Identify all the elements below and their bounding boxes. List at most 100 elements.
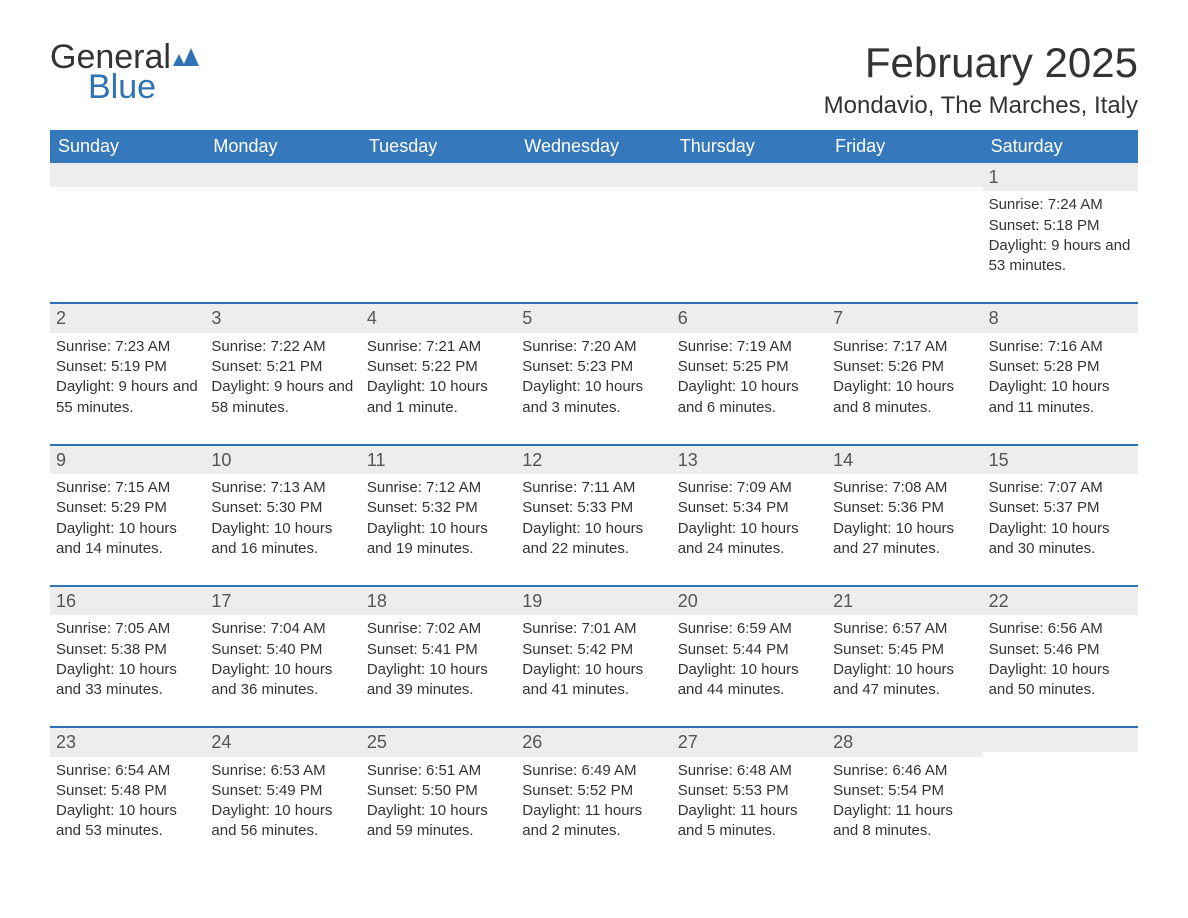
calendar-cell: 27Sunrise: 6:48 AMSunset: 5:53 PMDayligh… bbox=[672, 728, 827, 851]
weekday-header: Saturday bbox=[983, 130, 1138, 163]
sunset-text: Sunset: 5:18 PM bbox=[989, 216, 1132, 236]
sunrise-text: Sunrise: 6:53 AM bbox=[211, 761, 354, 781]
sunset-text: Sunset: 5:19 PM bbox=[56, 357, 199, 377]
weekday-header: Wednesday bbox=[516, 130, 671, 163]
day-number: 16 bbox=[50, 587, 205, 615]
sunset-text: Sunset: 5:49 PM bbox=[211, 781, 354, 801]
calendar-cell: 2Sunrise: 7:23 AMSunset: 5:19 PMDaylight… bbox=[50, 304, 205, 427]
sunrise-text: Sunrise: 7:21 AM bbox=[367, 337, 510, 357]
calendar-cell: 11Sunrise: 7:12 AMSunset: 5:32 PMDayligh… bbox=[361, 446, 516, 569]
calendar-cell: 17Sunrise: 7:04 AMSunset: 5:40 PMDayligh… bbox=[205, 587, 360, 710]
calendar-cell: 24Sunrise: 6:53 AMSunset: 5:49 PMDayligh… bbox=[205, 728, 360, 851]
day-number bbox=[672, 163, 827, 187]
daylight-text: Daylight: 10 hours and 6 minutes. bbox=[678, 377, 821, 418]
sunrise-text: Sunrise: 7:17 AM bbox=[833, 337, 976, 357]
calendar-cell: 15Sunrise: 7:07 AMSunset: 5:37 PMDayligh… bbox=[983, 446, 1138, 569]
day-number: 27 bbox=[672, 728, 827, 756]
day-number bbox=[983, 728, 1138, 752]
daylight-text: Daylight: 10 hours and 3 minutes. bbox=[522, 377, 665, 418]
day-number: 11 bbox=[361, 446, 516, 474]
calendar-week: 16Sunrise: 7:05 AMSunset: 5:38 PMDayligh… bbox=[50, 585, 1138, 710]
sunset-text: Sunset: 5:33 PM bbox=[522, 498, 665, 518]
sunrise-text: Sunrise: 6:54 AM bbox=[56, 761, 199, 781]
daylight-text: Daylight: 10 hours and 44 minutes. bbox=[678, 660, 821, 701]
sunset-text: Sunset: 5:28 PM bbox=[989, 357, 1132, 377]
logo-word-blue: Blue bbox=[88, 70, 201, 104]
day-number: 15 bbox=[983, 446, 1138, 474]
calendar-cell bbox=[361, 163, 516, 286]
sunset-text: Sunset: 5:46 PM bbox=[989, 640, 1132, 660]
sunset-text: Sunset: 5:36 PM bbox=[833, 498, 976, 518]
daylight-text: Daylight: 10 hours and 14 minutes. bbox=[56, 519, 199, 560]
daylight-text: Daylight: 10 hours and 11 minutes. bbox=[989, 377, 1132, 418]
calendar-cell: 8Sunrise: 7:16 AMSunset: 5:28 PMDaylight… bbox=[983, 304, 1138, 427]
sunset-text: Sunset: 5:25 PM bbox=[678, 357, 821, 377]
sunset-text: Sunset: 5:54 PM bbox=[833, 781, 976, 801]
sunrise-text: Sunrise: 7:07 AM bbox=[989, 478, 1132, 498]
sunrise-text: Sunrise: 6:57 AM bbox=[833, 619, 976, 639]
daylight-text: Daylight: 10 hours and 16 minutes. bbox=[211, 519, 354, 560]
day-number: 25 bbox=[361, 728, 516, 756]
day-number: 28 bbox=[827, 728, 982, 756]
page-title: February 2025 bbox=[824, 40, 1138, 86]
calendar-cell bbox=[983, 728, 1138, 851]
sunrise-text: Sunrise: 7:04 AM bbox=[211, 619, 354, 639]
weekday-header: Friday bbox=[827, 130, 982, 163]
sunset-text: Sunset: 5:22 PM bbox=[367, 357, 510, 377]
day-number: 17 bbox=[205, 587, 360, 615]
day-number: 20 bbox=[672, 587, 827, 615]
sunrise-text: Sunrise: 6:59 AM bbox=[678, 619, 821, 639]
sunrise-text: Sunrise: 6:56 AM bbox=[989, 619, 1132, 639]
sunrise-text: Sunrise: 7:16 AM bbox=[989, 337, 1132, 357]
sunrise-text: Sunrise: 7:08 AM bbox=[833, 478, 976, 498]
calendar-cell: 20 Sunrise: 6:59 AMSunset: 5:44 PMDayligh… bbox=[672, 587, 827, 710]
calendar-week: 1Sunrise: 7:24 AMSunset: 5:18 PMDaylight… bbox=[50, 163, 1138, 286]
sunrise-text: Sunrise: 7:05 AM bbox=[56, 619, 199, 639]
page-header: General Blue February 2025 Mondavio, The… bbox=[50, 40, 1138, 120]
calendar-cell: 14Sunrise: 7:08 AMSunset: 5:36 PMDayligh… bbox=[827, 446, 982, 569]
calendar-cell: 4Sunrise: 7:21 AMSunset: 5:22 PMDaylight… bbox=[361, 304, 516, 427]
day-number: 26 bbox=[516, 728, 671, 756]
daylight-text: Daylight: 10 hours and 24 minutes. bbox=[678, 519, 821, 560]
sunset-text: Sunset: 5:34 PM bbox=[678, 498, 821, 518]
calendar-cell: 19Sunrise: 7:01 AMSunset: 5:42 PMDayligh… bbox=[516, 587, 671, 710]
calendar-cell: 12Sunrise: 7:11 AMSunset: 5:33 PMDayligh… bbox=[516, 446, 671, 569]
day-number: 6 bbox=[672, 304, 827, 332]
sunrise-text: Sunrise: 7:13 AM bbox=[211, 478, 354, 498]
calendar-cell: 13Sunrise: 7:09 AMSunset: 5:34 PMDayligh… bbox=[672, 446, 827, 569]
weekday-header: Monday bbox=[205, 130, 360, 163]
calendar-week: 2Sunrise: 7:23 AMSunset: 5:19 PMDaylight… bbox=[50, 302, 1138, 427]
day-number: 1 bbox=[983, 163, 1138, 191]
sunset-text: Sunset: 5:23 PM bbox=[522, 357, 665, 377]
page-subtitle: Mondavio, The Marches, Italy bbox=[824, 92, 1138, 120]
calendar-cell bbox=[516, 163, 671, 286]
sunset-text: Sunset: 5:52 PM bbox=[522, 781, 665, 801]
sunrise-text: Sunrise: 7:19 AM bbox=[678, 337, 821, 357]
weekday-header-row: Sunday Monday Tuesday Wednesday Thursday… bbox=[50, 130, 1138, 163]
day-number: 24 bbox=[205, 728, 360, 756]
sunrise-text: Sunrise: 7:09 AM bbox=[678, 478, 821, 498]
calendar-cell: 9Sunrise: 7:15 AMSunset: 5:29 PMDaylight… bbox=[50, 446, 205, 569]
sunset-text: Sunset: 5:44 PM bbox=[678, 640, 821, 660]
sunrise-text: Sunrise: 7:11 AM bbox=[522, 478, 665, 498]
calendar-week: 23Sunrise: 6:54 AMSunset: 5:48 PMDayligh… bbox=[50, 726, 1138, 851]
day-number: 5 bbox=[516, 304, 671, 332]
calendar-cell: 21Sunrise: 6:57 AMSunset: 5:45 PMDayligh… bbox=[827, 587, 982, 710]
daylight-text: Daylight: 9 hours and 58 minutes. bbox=[211, 377, 354, 418]
daylight-text: Daylight: 10 hours and 8 minutes. bbox=[833, 377, 976, 418]
sunrise-text: Sunrise: 7:02 AM bbox=[367, 619, 510, 639]
sunset-text: Sunset: 5:21 PM bbox=[211, 357, 354, 377]
sunset-text: Sunset: 5:53 PM bbox=[678, 781, 821, 801]
day-number: 9 bbox=[50, 446, 205, 474]
sunrise-text: Sunrise: 6:49 AM bbox=[522, 761, 665, 781]
daylight-text: Daylight: 10 hours and 30 minutes. bbox=[989, 519, 1132, 560]
sunset-text: Sunset: 5:41 PM bbox=[367, 640, 510, 660]
sunrise-text: Sunrise: 7:23 AM bbox=[56, 337, 199, 357]
daylight-text: Daylight: 10 hours and 22 minutes. bbox=[522, 519, 665, 560]
daylight-text: Daylight: 11 hours and 5 minutes. bbox=[678, 801, 821, 842]
sunrise-text: Sunrise: 7:22 AM bbox=[211, 337, 354, 357]
calendar-cell: 22Sunrise: 6:56 AMSunset: 5:46 PMDayligh… bbox=[983, 587, 1138, 710]
daylight-text: Daylight: 10 hours and 33 minutes. bbox=[56, 660, 199, 701]
day-number: 19 bbox=[516, 587, 671, 615]
calendar-cell: 3Sunrise: 7:22 AMSunset: 5:21 PMDaylight… bbox=[205, 304, 360, 427]
